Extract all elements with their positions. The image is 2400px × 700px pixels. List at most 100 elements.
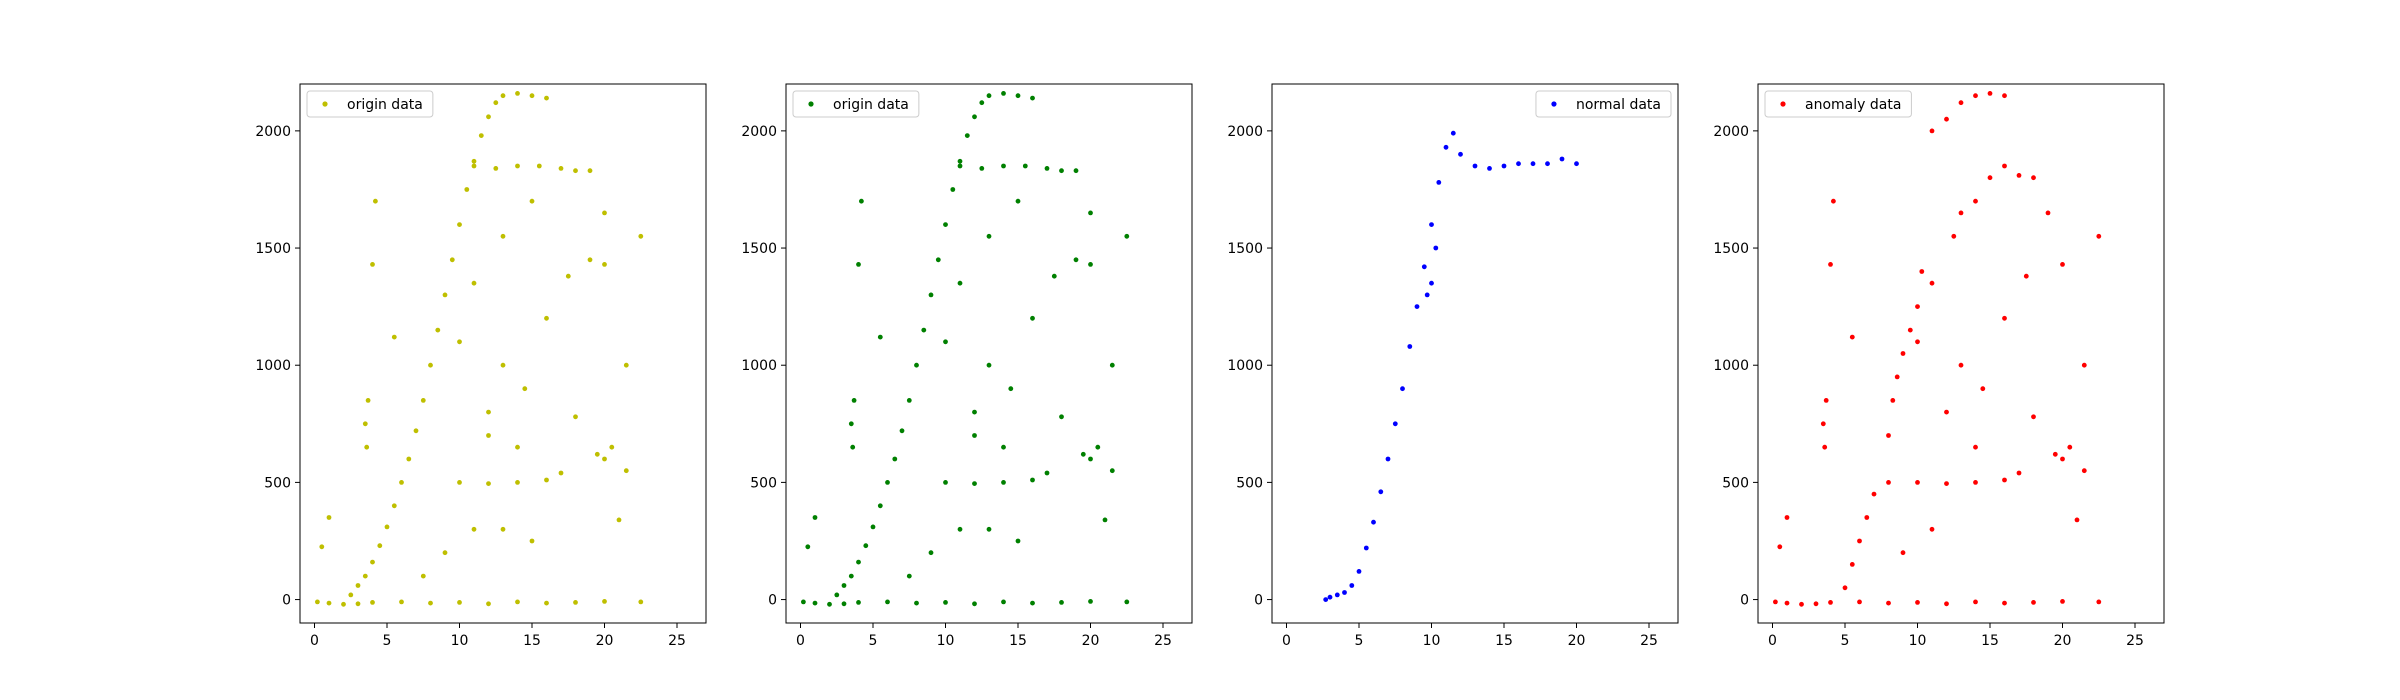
data-point: [457, 600, 462, 605]
data-point: [623, 362, 629, 368]
data-point: [1015, 198, 1021, 204]
data-point: [1987, 175, 1993, 181]
data-point: [1433, 245, 1439, 251]
y-tick-label: 0: [1254, 593, 1263, 609]
subplot-2: 0 5 10 15 20 25 0 500 1000 1500 2000 origin data: [741, 83, 1193, 649]
data-point: [1044, 470, 1050, 476]
data-point: [1109, 362, 1115, 368]
x-tick-label: 20: [596, 633, 614, 649]
y-tick-label: 1500: [1227, 241, 1263, 257]
data-point: [573, 168, 578, 174]
data-point: [355, 601, 361, 607]
data-point: [515, 91, 520, 96]
y-tick-label: 0: [1740, 593, 1749, 609]
data-point: [1822, 444, 1828, 450]
data-point: [1342, 590, 1347, 595]
data-point: [1530, 161, 1536, 167]
x-tick-label: 20: [1568, 633, 1586, 649]
data-point: [972, 433, 977, 438]
legend-marker: [1780, 101, 1786, 107]
data-point: [943, 222, 948, 228]
data-point: [2002, 600, 2007, 606]
x-tick-label: 25: [2126, 633, 2144, 649]
data-point: [1015, 93, 1021, 99]
data-point: [1378, 489, 1384, 495]
data-point: [986, 362, 992, 368]
data-point: [986, 526, 992, 532]
data-point: [594, 451, 600, 457]
data-point: [602, 210, 607, 216]
data-point: [2002, 163, 2007, 169]
data-point: [1030, 477, 1035, 483]
data-point: [2081, 362, 2087, 368]
x-tick-label: 0: [796, 633, 805, 649]
data-point: [1030, 95, 1035, 101]
data-point: [544, 600, 549, 606]
subplot-1: 0 5 10 15 20 25 0 500 1000 1500 2000 origin data: [255, 83, 707, 649]
data-point: [428, 600, 433, 606]
data-point: [1414, 304, 1420, 309]
data-point: [1958, 362, 1964, 368]
data-point: [602, 599, 607, 604]
data-point: [950, 187, 956, 192]
data-point: [1356, 569, 1362, 574]
data-point: [1915, 600, 1920, 605]
data-point: [471, 158, 477, 164]
data-point: [1944, 409, 1949, 415]
data-point: [471, 163, 477, 169]
data-point: [364, 444, 370, 450]
data-point: [1022, 163, 1028, 169]
data-point: [370, 262, 375, 267]
data-point: [1443, 144, 1449, 150]
data-point: [315, 599, 320, 605]
data-point: [863, 543, 869, 549]
data-point: [1958, 210, 1964, 216]
data-point: [1987, 91, 1993, 96]
data-point: [638, 599, 644, 605]
axes-frame: [1271, 83, 1679, 624]
data-point: [1323, 597, 1329, 602]
data-point: [2060, 262, 2065, 267]
x-tick-label: 5: [869, 633, 878, 649]
data-point: [500, 526, 506, 532]
data-point: [1980, 386, 1986, 392]
data-point: [1088, 262, 1093, 267]
data-point: [856, 559, 861, 565]
data-point: [471, 280, 477, 286]
x-tick-label: 20: [2054, 633, 2072, 649]
x-tick-label: 20: [1082, 633, 1100, 649]
data-point: [365, 398, 371, 403]
data-point: [1823, 398, 1829, 403]
data-point: [515, 480, 520, 485]
y-tick-label: 1000: [255, 358, 291, 374]
data-point: [1842, 585, 1848, 591]
data-point: [478, 133, 484, 139]
data-point: [986, 93, 992, 99]
data-point: [623, 468, 629, 474]
data-point: [841, 601, 847, 607]
y-tick-label: 2000: [1227, 124, 1263, 140]
data-point: [1849, 334, 1855, 340]
data-point: [370, 600, 375, 605]
data-point: [420, 573, 426, 579]
data-point: [1828, 600, 1833, 605]
data-point: [2045, 210, 2051, 216]
data-point: [957, 163, 963, 169]
data-point: [979, 166, 985, 171]
data-point: [1907, 327, 1913, 333]
data-point: [2060, 456, 2065, 462]
data-point: [957, 280, 963, 286]
data-point: [1349, 583, 1355, 588]
data-point: [1516, 161, 1521, 167]
data-point: [457, 339, 462, 345]
data-point: [1915, 339, 1920, 345]
data-point: [362, 573, 368, 579]
data-point: [801, 599, 806, 605]
data-points: [1323, 130, 1579, 602]
data-point: [964, 133, 970, 139]
x-tick-label: 25: [1640, 633, 1658, 649]
y-tick-label: 1000: [741, 358, 777, 374]
data-point: [1973, 480, 1978, 485]
data-point: [2096, 233, 2102, 239]
